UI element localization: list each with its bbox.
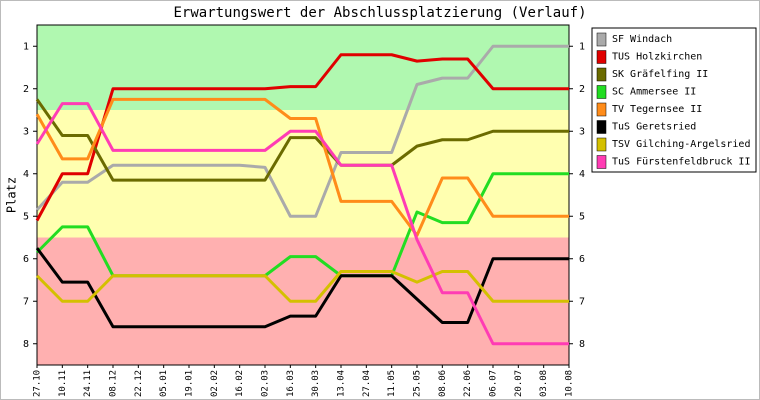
legend-swatch <box>596 67 607 82</box>
legend-swatch <box>596 50 607 64</box>
y-tick-label: 6 <box>23 254 29 265</box>
legend-swatch <box>596 120 607 134</box>
legend-label: TSV Gilching-Argelsried <box>612 139 750 150</box>
series-line <box>35 247 569 329</box>
y-tick-label: 8 <box>23 339 29 350</box>
y-tick-label-right: 6 <box>579 254 585 265</box>
y-tick-label-right: 7 <box>579 296 585 307</box>
y-tick-label: 4 <box>23 169 29 180</box>
y-tick-label: 5 <box>23 211 29 222</box>
legend-swatch <box>596 85 607 99</box>
legend-label: SK Gräfelfing II <box>612 69 708 80</box>
x-tick-label: 10.08 <box>565 370 575 397</box>
legend-box <box>591 27 757 173</box>
y-tick-label-right: 2 <box>579 84 585 95</box>
series-line <box>35 44 569 218</box>
x-tick-label: 16.03 <box>286 370 296 397</box>
x-tick-label: 30.03 <box>311 370 321 397</box>
series-line <box>35 53 569 222</box>
x-tick-label: 13.04 <box>337 370 347 397</box>
y-tick-label-right: 1 <box>579 41 585 52</box>
band <box>37 25 569 110</box>
x-tick-label: 22.12 <box>134 370 144 397</box>
legend-label: TuS Fürstenfeldbruck II <box>612 157 750 168</box>
x-tick-label: 24.11 <box>83 370 93 397</box>
y-axis-label: Platz <box>5 177 19 213</box>
y-tick-label-right: 3 <box>579 126 585 137</box>
x-tick-label: 16.02 <box>235 370 245 397</box>
legend-label: SF Windach <box>612 34 672 45</box>
x-tick-label: 22.06 <box>463 370 473 397</box>
legend-label: TUS Holzkirchen <box>612 52 702 63</box>
x-tick-label: 02.03 <box>261 370 271 397</box>
series-line <box>35 98 569 182</box>
x-tick-label: 06.07 <box>489 370 499 397</box>
legend-swatch <box>596 137 607 152</box>
x-tick-label: 27.04 <box>362 370 372 397</box>
series-line <box>35 102 569 346</box>
x-tick-label: 08.06 <box>438 370 448 397</box>
y-tick-label-right: 5 <box>579 211 585 222</box>
plot-border <box>36 24 570 366</box>
x-tick-label: 08.12 <box>109 370 119 397</box>
x-tick-label: 27.10 <box>33 370 43 397</box>
legend-swatch <box>596 32 607 47</box>
chart-title: Erwartungswert der Abschlussplatzierung … <box>173 5 586 21</box>
y-tick-label: 3 <box>23 126 29 137</box>
series-line <box>35 97 569 237</box>
x-tick-label: 11.05 <box>387 370 397 397</box>
x-tick-label: 02.02 <box>210 370 220 397</box>
y-tick-label: 7 <box>23 296 29 307</box>
legend-label: TuS Geretsried <box>612 122 696 133</box>
series-line <box>35 270 569 303</box>
legend-label: TV Tegernsee II <box>612 104 702 115</box>
legend-swatch <box>596 155 607 169</box>
y-tick-label-right: 8 <box>579 339 585 350</box>
y-tick-label: 1 <box>23 41 29 52</box>
y-tick-label-right: 4 <box>579 169 585 180</box>
band <box>37 110 569 238</box>
x-tick-label: 20.07 <box>514 370 524 397</box>
x-tick-label: 25.05 <box>413 370 423 397</box>
x-tick-label: 05.01 <box>159 370 169 397</box>
x-tick-label: 03.08 <box>539 370 549 397</box>
y-tick-label: 2 <box>23 84 29 95</box>
legend-label: SC Ammersee II <box>612 87 696 98</box>
x-tick-label: 19.01 <box>185 370 195 397</box>
legend-swatch <box>596 102 607 117</box>
x-tick-label: 10.11 <box>58 370 68 397</box>
